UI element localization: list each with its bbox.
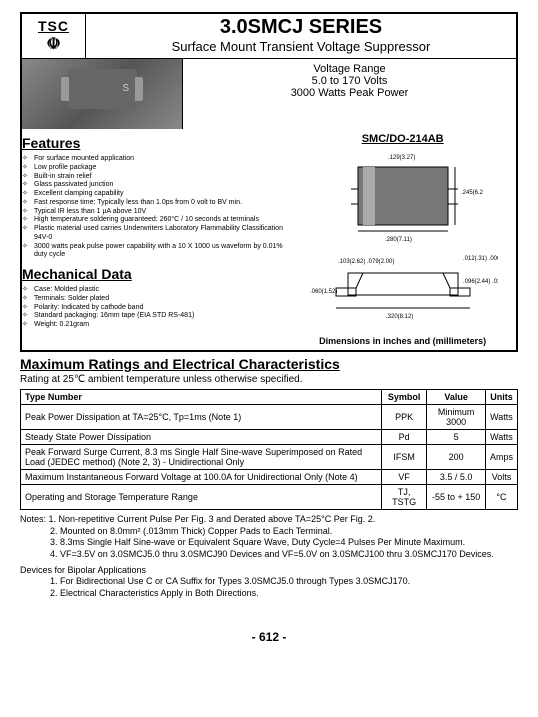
table-header: Value [427,390,486,405]
header-box: TSC ☫ 3.0SMCJ SERIES Surface Mount Trans… [20,12,518,352]
voltage-line3: 3000 Watts Peak Power [187,87,512,99]
table-header: Symbol [382,390,427,405]
package-top-drawing: .129(3.27) .280(7.11) .245(6.22) .220(5.… [323,149,483,244]
logo-cell: TSC ☫ [22,14,86,58]
logo-text: TSC [26,18,81,34]
table-cell: Watts [485,405,517,430]
bipolar-item: 2. Electrical Characteristics Apply in B… [50,588,518,600]
mech-item: Polarity: Indicated by cathode band [22,304,289,313]
table-row: Operating and Storage Temperature RangeT… [21,485,518,510]
note-item: 1. Non-repetitive Current Pulse Per Fig.… [49,514,376,524]
drawing-column: SMC/DO-214AB .129(3.27) .280(7.11) .245(… [289,129,516,350]
svg-text:.280(7.11): .280(7.11) [385,237,412,243]
table-cell: TJ, TSTG [382,485,427,510]
table-cell: Amps [485,445,517,470]
subtitle: Surface Mount Transient Voltage Suppress… [88,39,514,54]
mech-item: Weight: 0.21gram [22,321,289,330]
table-cell: Maximum Instantaneous Forward Voltage at… [21,470,382,485]
mech-item: Standard packaging: 16mm tape (EIA STD R… [22,312,289,321]
feature-item: Plastic material used carries Underwrite… [22,225,289,243]
table-cell: Operating and Storage Temperature Range [21,485,382,510]
svg-text:.096(2.44) .030(0.76): .096(2.44) .030(0.76) [463,279,498,285]
table-cell: VF [382,470,427,485]
table-cell: Minimum 3000 [427,405,486,430]
feature-item: Excellent clamping capability [22,190,289,199]
ratings-sub: Rating at 25℃ ambient temperature unless… [20,374,518,385]
mech-list: Case: Molded plasticTerminals: Solder pl… [22,286,289,330]
title-cell: 3.0SMCJ SERIES Surface Mount Transient V… [86,14,516,58]
feature-item: For surface mounted application [22,155,289,164]
table-cell: Steady State Power Dissipation [21,430,382,445]
bipolar-item: 1. For Bidirectional Use C or CA Suffix … [50,576,518,588]
chip-image-cell: S [22,59,183,129]
chip-image: S [67,69,137,109]
table-cell: Pd [382,430,427,445]
table-cell: Peak Forward Surge Current, 8.3 ms Singl… [21,445,382,470]
ratings-title: Maximum Ratings and Electrical Character… [20,356,518,372]
feature-item: High temperature soldering guaranteed: 2… [22,216,289,225]
table-header: Type Number [21,390,382,405]
feature-item: Low profile package [22,164,289,173]
mech-item: Case: Molded plastic [22,286,289,295]
table-header: Units [485,390,517,405]
feature-item: Typical IR less than 1 µA above 10V [22,208,289,217]
table-cell: 200 [427,445,486,470]
table-cell: Peak Power Dissipation at TA=25°C, Tp=1m… [21,405,382,430]
page-number: - 612 - [20,630,518,644]
dimensions-note: Dimensions in inches and (millimeters) [293,336,512,346]
svg-text:.129(3.27): .129(3.27) [388,155,415,161]
table-cell: -55 to + 150 [427,485,486,510]
mech-item: Terminals: Solder plated [22,295,289,304]
series-title: 3.0SMCJ SERIES [88,16,514,39]
svg-text:.245(6.22) .220(5.59): .245(6.22) .220(5.59) [461,190,483,196]
table-cell: Watts [485,430,517,445]
mech-title: Mechanical Data [22,266,289,282]
logo-symbol: ☫ [26,34,81,54]
feature-item: 3000 watts peak pulse power capability w… [22,243,289,261]
notes-label: Notes: [20,514,46,524]
table-cell: Volts [485,470,517,485]
bipolar-label: Devices for Bipolar Applications [20,565,518,577]
features-list: For surface mounted applicationLow profi… [22,155,289,260]
table-row: Maximum Instantaneous Forward Voltage at… [21,470,518,485]
table-row: Peak Power Dissipation at TA=25°C, Tp=1m… [21,405,518,430]
package-side-drawing: .103(2.62) .079(2.00) .060(1.52) .096(2.… [308,248,498,328]
voltage-line2: 5.0 to 170 Volts [187,75,512,87]
voltage-line1: Voltage Range [187,63,512,75]
feature-item: Built-in strain relief [22,173,289,182]
table-row: Peak Forward Surge Current, 8.3 ms Singl… [21,445,518,470]
note-item: 3. 8.3ms Single Half Sine-wave or Equiva… [20,537,518,549]
svg-text:.320(8.12): .320(8.12) [386,314,413,320]
svg-text:.012(.31) .006(.15): .012(.31) .006(.15) [463,256,498,262]
table-cell: °C [485,485,517,510]
table-row: Steady State Power DissipationPd5Watts [21,430,518,445]
table-cell: PPK [382,405,427,430]
feature-item: Glass passivated junction [22,181,289,190]
table-cell: 5 [427,430,486,445]
bipolar-block: Devices for Bipolar Applications 1. For … [20,565,518,600]
ratings-table: Type NumberSymbolValueUnits Peak Power D… [20,389,518,510]
package-label: SMC/DO-214AB [293,133,512,145]
svg-text:.103(2.62) .079(2.00): .103(2.62) .079(2.00) [338,259,394,265]
feature-item: Fast response time: Typically less than … [22,199,289,208]
note-item: 2. Mounted on 8.0mm² (.013mm Thick) Copp… [20,526,518,538]
svg-text:.060(1.52): .060(1.52) [310,289,337,295]
notes-block: Notes: 1. Non-repetitive Current Pulse P… [20,514,518,561]
features-title: Features [22,135,289,151]
table-cell: IFSM [382,445,427,470]
note-item: 4. VF=3.5V on 3.0SMCJ5.0 thru 3.0SMCJ90 … [20,549,518,561]
voltage-cell: Voltage Range 5.0 to 170 Volts 3000 Watt… [183,59,516,129]
table-cell: 3.5 / 5.0 [427,470,486,485]
